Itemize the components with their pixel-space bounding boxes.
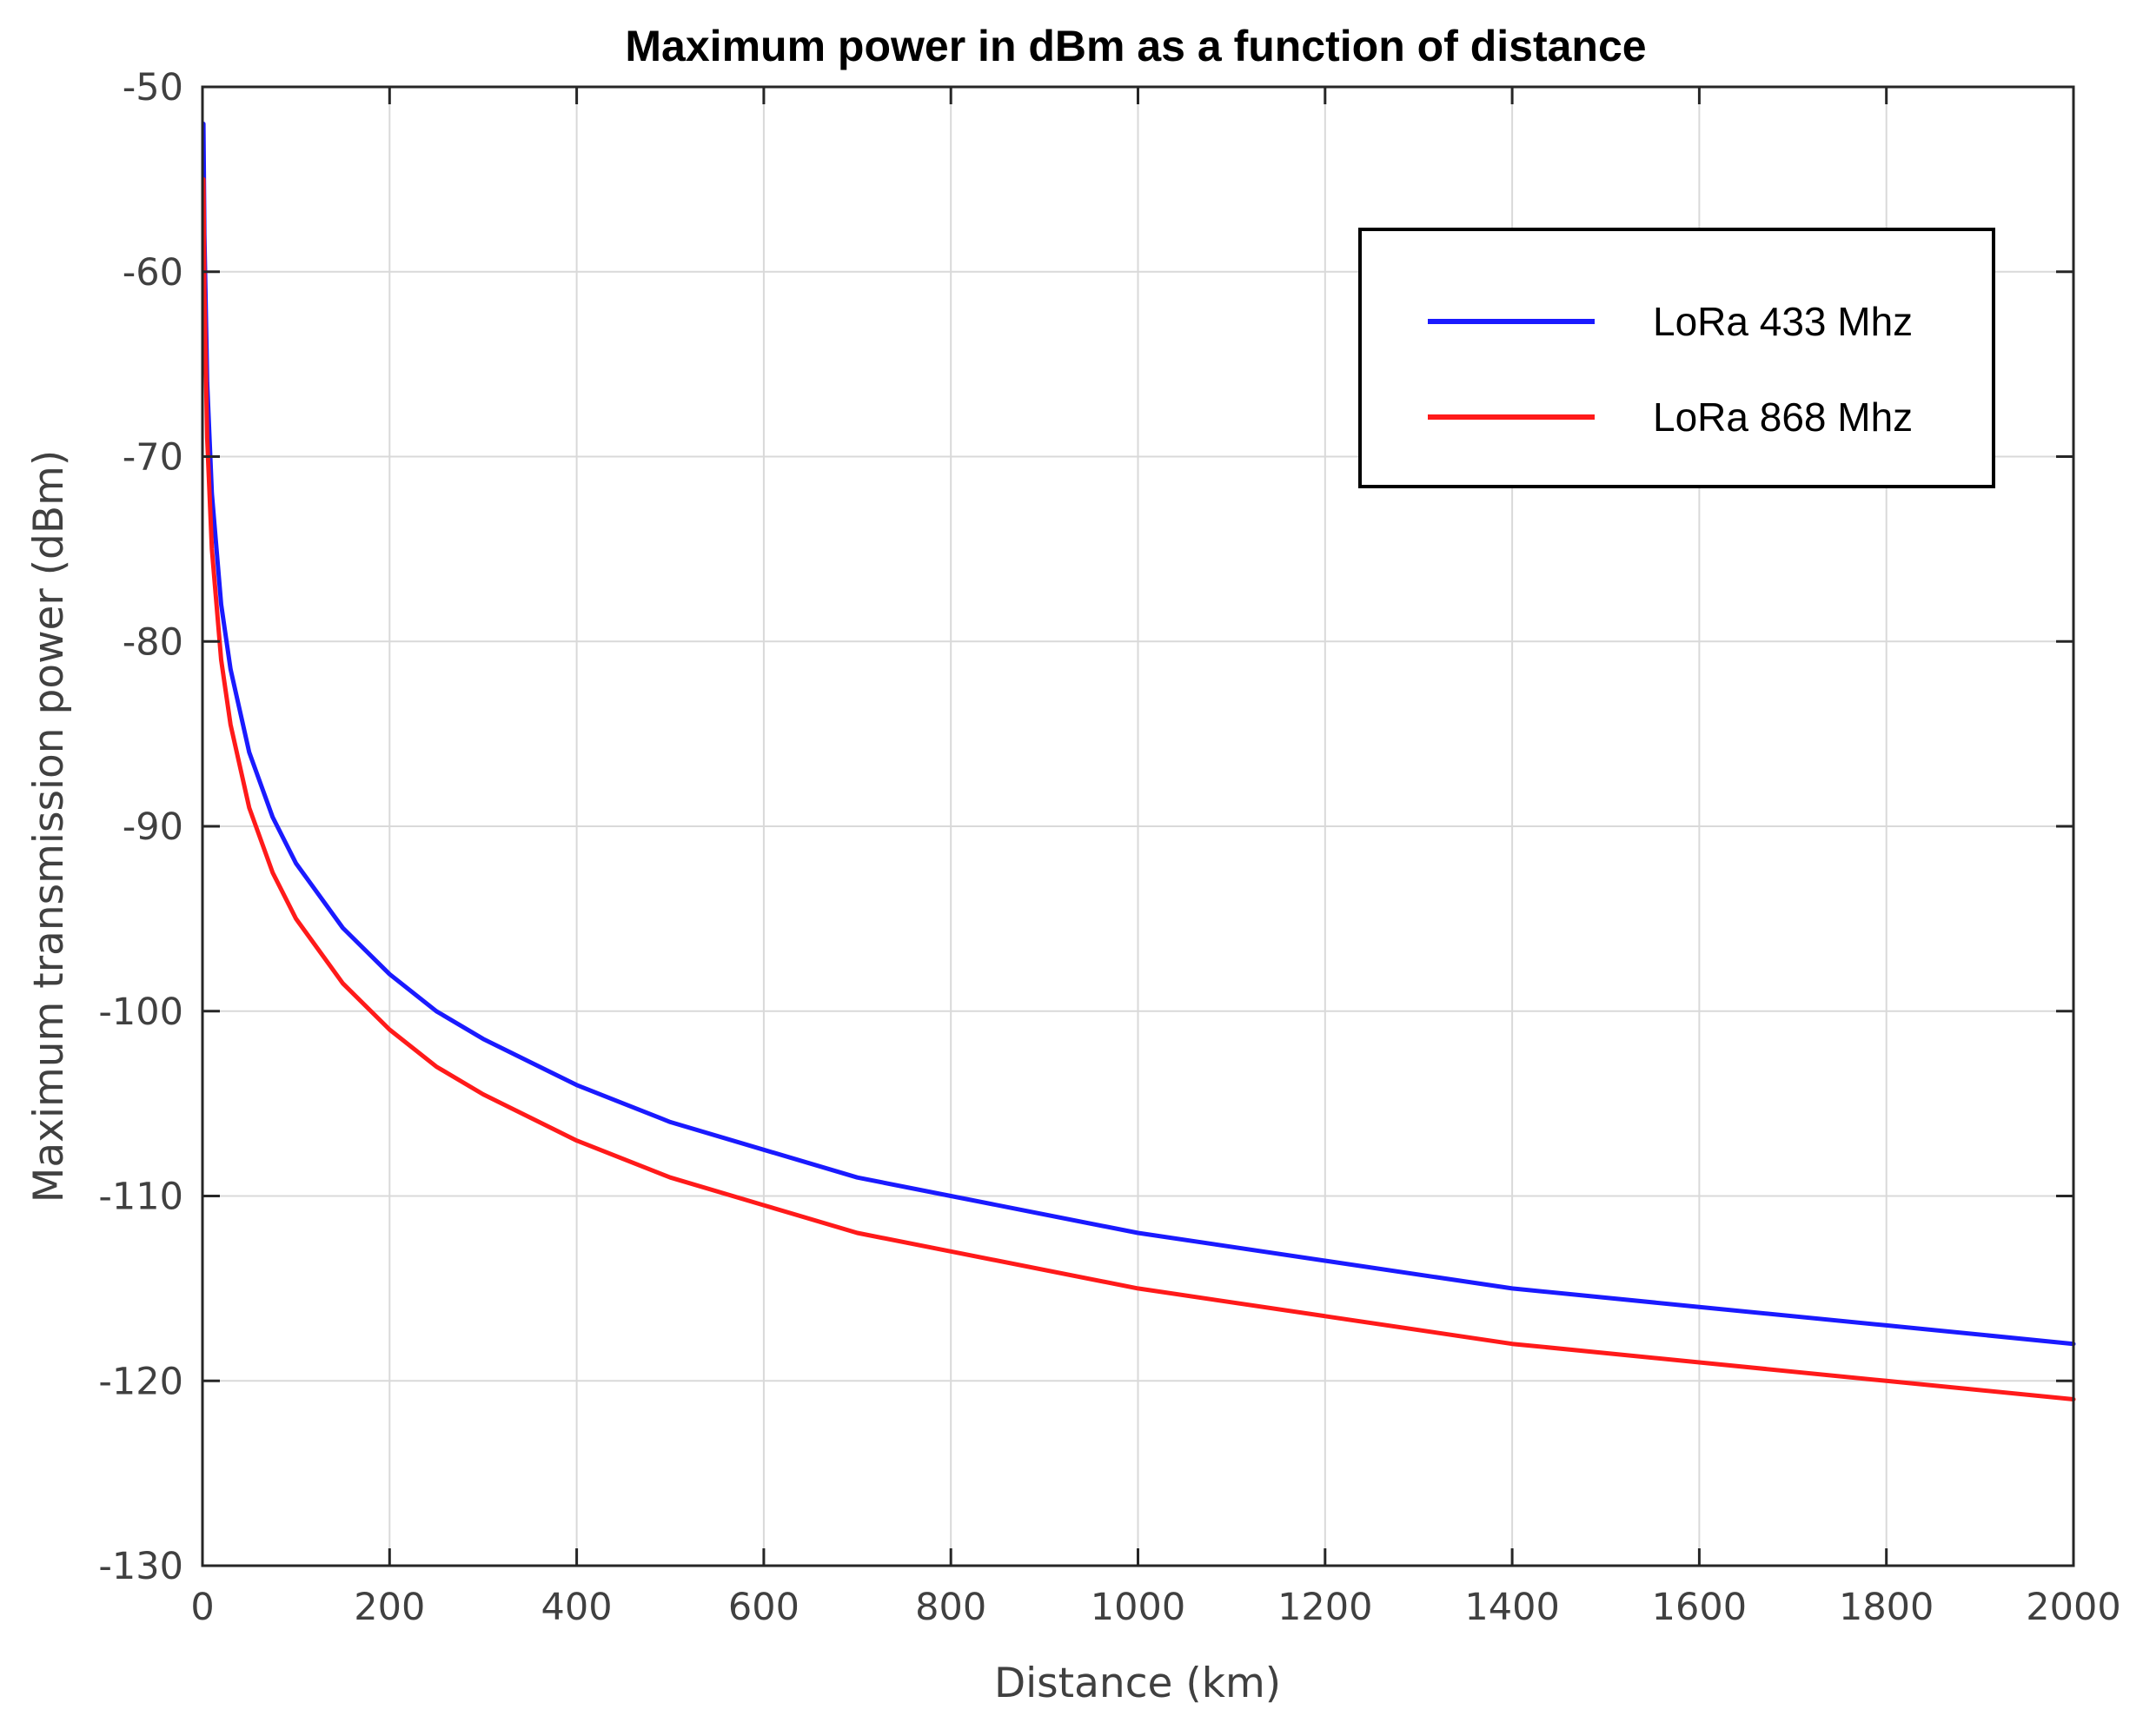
x-tick-label: 1200 <box>1277 1586 1372 1629</box>
x-tick-label: 1400 <box>1464 1586 1559 1629</box>
x-tick-label: 1600 <box>1652 1586 1747 1629</box>
y-tick-label: -110 <box>98 1176 183 1219</box>
y-tick-label: -50 <box>123 66 183 109</box>
y-tick-label: -130 <box>98 1545 183 1588</box>
x-tick-label: 1800 <box>1839 1586 1934 1629</box>
x-tick-label: 400 <box>541 1586 613 1629</box>
y-tick-label: -90 <box>123 805 183 849</box>
x-axis-label: Distance (km) <box>994 1660 1281 1707</box>
x-tick-label: 2000 <box>2026 1586 2120 1629</box>
legend-box <box>1358 228 1995 488</box>
ticks: 0 200 400 600 800 1000 1200 1400 1600 1800 2000 -50… <box>98 66 2120 1629</box>
y-axis-label: Maximum transmission power (dBm) <box>25 450 73 1203</box>
legend: LoRa 433 Mhz LoRa 868 Mhz <box>1358 228 1995 488</box>
x-tick-label: 1000 <box>1091 1586 1185 1629</box>
series-line-1 <box>201 122 2076 1347</box>
y-tick-label: -120 <box>98 1360 183 1403</box>
y-tick-label: -70 <box>123 436 183 480</box>
chart-title: Maximum power in dBm as a function of di… <box>625 22 1646 70</box>
x-tick-label: 600 <box>728 1586 799 1629</box>
x-tick-label: 200 <box>354 1586 425 1629</box>
legend-label-2: LoRa 868 Mhz <box>1653 394 1913 440</box>
legend-label-1: LoRa 433 Mhz <box>1653 299 1913 344</box>
x-tick-label: 0 <box>190 1586 214 1629</box>
y-tick-label: -100 <box>98 991 183 1034</box>
y-tick-label: -60 <box>123 251 183 295</box>
x-tick-label: 800 <box>915 1586 986 1629</box>
y-tick-label: -80 <box>123 620 183 664</box>
